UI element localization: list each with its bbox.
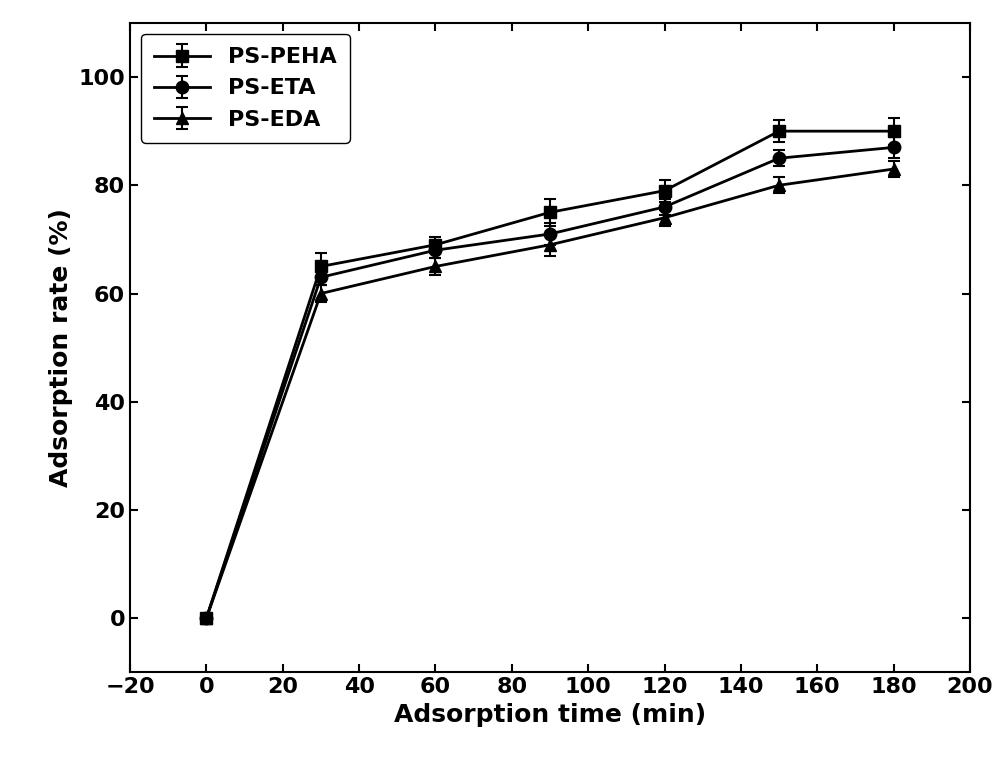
X-axis label: Adsorption time (min): Adsorption time (min) xyxy=(394,703,706,727)
Y-axis label: Adsorption rate (%): Adsorption rate (%) xyxy=(49,208,73,487)
Legend: PS-PEHA, PS-ETA, PS-EDA: PS-PEHA, PS-ETA, PS-EDA xyxy=(141,34,350,143)
